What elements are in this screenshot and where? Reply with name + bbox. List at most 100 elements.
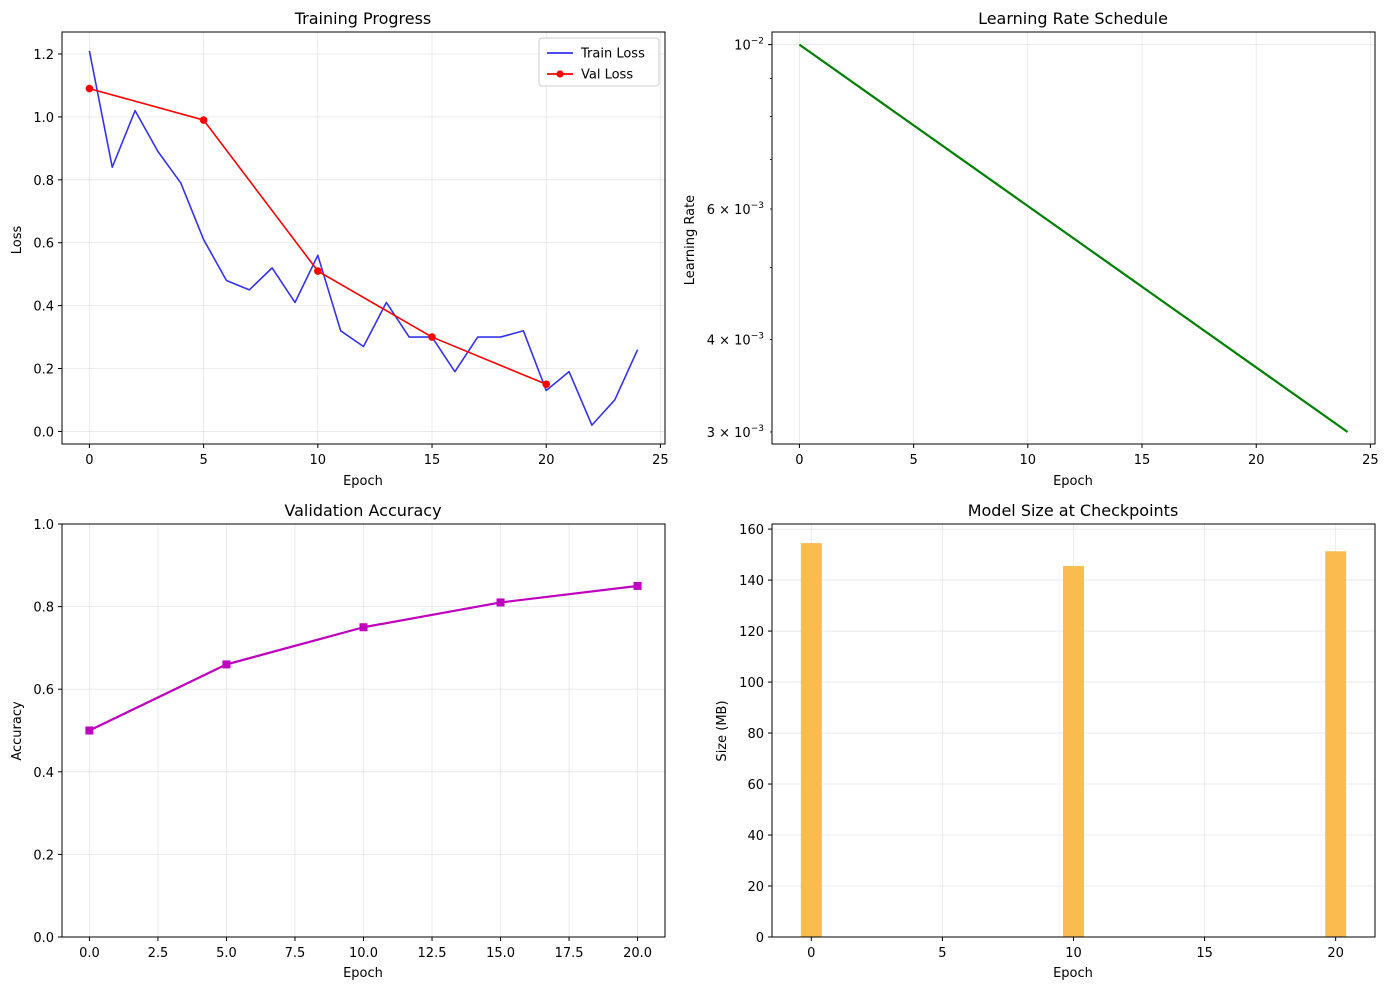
y-axis-label: Learning Rate (683, 195, 698, 285)
y-axis-label: Loss (10, 226, 25, 255)
legend-label: Train Loss (580, 47, 645, 62)
y-tick-label: 160 (739, 523, 764, 538)
grid (772, 32, 1375, 444)
x-tick-label: 10 (1065, 946, 1082, 961)
series-line (798, 43, 1349, 433)
data-point (222, 660, 231, 669)
bar (800, 543, 822, 937)
y-tick-label: 0.8 (33, 174, 54, 189)
x-tick-label: 15 (1196, 946, 1213, 961)
x-tick-label: 5 (199, 453, 207, 468)
y-tick-label: 3 × 10−3 (707, 424, 764, 441)
validation-accuracy-chart: Validation Accuracy Epoch Accuracy 0.0 2.… (10, 501, 666, 981)
axes-frame (61, 31, 666, 445)
y-tick-label: 1.0 (33, 111, 54, 126)
bar (1063, 566, 1084, 937)
grid (62, 523, 665, 938)
y-tick-label: 40 (747, 829, 764, 844)
x-tick-label: 10 (310, 453, 327, 468)
x-tick-label: 20 (1248, 453, 1265, 468)
x-tick-label: 5 (938, 946, 946, 961)
y-axis-label: Accuracy (10, 701, 25, 761)
x-tick-label: 5 (909, 453, 917, 468)
data-point (428, 333, 436, 341)
data-point (496, 598, 505, 607)
x-tick-label: 2.5 (148, 946, 169, 961)
data-point (314, 267, 322, 275)
tick-exponent: −3 (751, 424, 764, 434)
data-point (199, 116, 208, 124)
grid (62, 32, 665, 444)
tick-labels: 0.0 2.5 5.0 7.5 10.0 12.5 15.0 17.5 20.0 0.0 0.2 0.… (33, 518, 652, 961)
tick-exponent: −3 (751, 331, 764, 341)
y-tick-label: 0 (756, 931, 764, 946)
y-tick-label: 0.2 (33, 848, 54, 863)
plot-area (61, 523, 666, 938)
x-tick-label: 25 (1362, 453, 1379, 468)
plot-area (771, 31, 1376, 445)
tick-base: 3 × 10 (707, 426, 751, 441)
chart-title: Model Size at Checkpoints (968, 501, 1179, 520)
legend-marker (556, 70, 564, 78)
legend-label: Val Loss (581, 68, 633, 83)
tick-base: 10 (734, 39, 751, 54)
chart-title: Training Progress (294, 9, 432, 28)
x-tick-label: 10.0 (349, 946, 378, 961)
data-point (85, 84, 94, 93)
x-tick-label: 10 (1020, 453, 1037, 468)
x-axis-label: Epoch (1053, 474, 1093, 489)
y-tick-label: 0.6 (33, 237, 54, 252)
learning-rate-chart: Learning Rate Schedule Epoch Learning Ra… (683, 9, 1379, 489)
y-tick-label: 6 × 10−3 (707, 201, 764, 218)
y-tick-label: 20 (747, 880, 764, 895)
tick-base: 4 × 10 (707, 333, 751, 348)
y-tick-label: 100 (739, 676, 764, 691)
model-size-chart: Model Size at Checkpoints Epoch Size (MB… (715, 501, 1376, 981)
x-tick-label: 0 (807, 946, 815, 961)
x-tick-label: 20 (1327, 946, 1344, 961)
y-tick-label: 140 (739, 574, 764, 589)
x-tick-label: 25 (652, 453, 669, 468)
y-tick-label: 0.4 (33, 300, 54, 315)
chart-title: Validation Accuracy (284, 501, 441, 520)
x-tick-label: 15 (1134, 453, 1151, 468)
y-tick-label: 0.0 (33, 931, 54, 946)
y-tick-label: 0.2 (33, 363, 54, 378)
x-tick-label: 15.0 (486, 946, 515, 961)
y-tick-label: 0.6 (33, 683, 54, 698)
x-tick-label: 15 (424, 453, 441, 468)
y-tick-label: 10−2 (734, 37, 764, 54)
x-tick-label: 0 (85, 453, 93, 468)
y-tick-label: 1.2 (33, 48, 54, 63)
axes-frame (61, 523, 666, 938)
y-tick-label: 0.0 (33, 425, 54, 440)
x-tick-label: 5.0 (216, 946, 237, 961)
y-tick-label: 80 (747, 727, 764, 742)
tick-labels: 0 5 10 15 20 0 20 40 60 80 100 120 140 160 (739, 523, 1344, 961)
legend: Train Loss Val Loss (538, 37, 660, 87)
plot-area (771, 523, 1376, 938)
training-progress-chart: Training Progress Epoch Loss 0 5 10 15 20 25 0… (10, 9, 669, 489)
series-line (88, 50, 639, 426)
bar (1325, 551, 1347, 937)
data-point (633, 581, 642, 590)
x-tick-label: 17.5 (555, 946, 584, 961)
data-point (542, 380, 551, 389)
plot-area (61, 31, 666, 445)
x-tick-label: 20 (538, 453, 555, 468)
x-tick-label: 0 (795, 453, 803, 468)
x-axis-label: Epoch (343, 966, 383, 981)
y-tick-label: 60 (747, 778, 764, 793)
axes-frame (771, 31, 1376, 445)
tick-exponent: −2 (751, 37, 764, 47)
y-tick-label: 1.0 (33, 518, 54, 533)
y-tick-label: 0.4 (33, 766, 54, 781)
y-tick-label: 0.8 (33, 601, 54, 616)
y-axis-label: Size (MB) (715, 700, 730, 761)
y-tick-label: 120 (739, 625, 764, 640)
x-tick-label: 20.0 (623, 946, 652, 961)
tick-base: 6 × 10 (707, 203, 751, 218)
x-axis-label: Epoch (343, 474, 383, 489)
